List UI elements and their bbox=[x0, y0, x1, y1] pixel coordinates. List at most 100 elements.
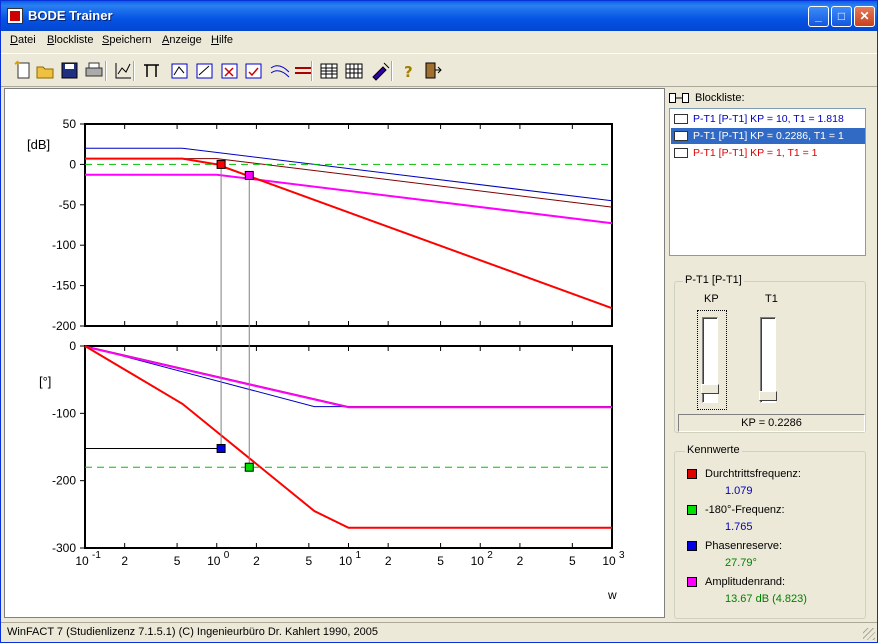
new-icon[interactable] bbox=[13, 60, 35, 82]
t1-slider-thumb[interactable] bbox=[759, 391, 777, 401]
x-tick-label: 2 bbox=[253, 554, 260, 568]
asymptote-icon[interactable] bbox=[269, 60, 291, 82]
x-tick-exponent: 1 bbox=[356, 550, 362, 561]
kennwert-label: -180°-Frequenz: bbox=[705, 504, 785, 516]
minimize-button[interactable]: _ bbox=[808, 6, 829, 27]
menu-blockliste[interactable]: Blockliste bbox=[47, 34, 94, 46]
bode-plot-area[interactable]: 50 0 -50 -100 -150 -200 [dB] 0 -100 -200 -300 [°] 10… bbox=[4, 88, 665, 618]
y-tick-label: -150 bbox=[52, 279, 76, 293]
y-tick-label: -100 bbox=[52, 238, 76, 252]
marker-point bbox=[216, 443, 226, 453]
menu-bar: Datei Blockliste Speichern Anzeige Hilfe bbox=[1, 31, 877, 51]
kp-slider[interactable] bbox=[702, 317, 718, 403]
right-pane: Blockliste: P-T1 [P-T1] KP = 10, T1 = 1.… bbox=[667, 88, 877, 621]
status-text: WinFACT 7 (Studienlizenz 7.1.5.1) (C) In… bbox=[7, 626, 378, 638]
kennwerte-group bbox=[674, 451, 866, 619]
marker-point bbox=[244, 170, 254, 180]
pt1-block-icon bbox=[674, 131, 688, 141]
toolbar-separator bbox=[311, 61, 313, 81]
x-tick-exponent: -1 bbox=[92, 550, 101, 561]
x-tick-label: 10 bbox=[339, 554, 353, 568]
menu-anzeige[interactable]: Anzeige bbox=[162, 34, 202, 46]
grid-icon[interactable] bbox=[343, 60, 365, 82]
y-tick-label: -50 bbox=[59, 198, 77, 212]
save-icon[interactable] bbox=[59, 60, 81, 82]
block-check-icon[interactable] bbox=[243, 60, 265, 82]
title-bar[interactable]: BODE Trainer _ □ ✕ bbox=[1, 1, 877, 31]
y-tick-label: -300 bbox=[52, 541, 76, 555]
blocklist-item-label: P-T1 [P-T1] KP = 10, T1 = 1.818 bbox=[693, 113, 844, 125]
menu-speichern[interactable]: Speichern bbox=[102, 34, 152, 46]
grid-fine-icon[interactable] bbox=[318, 60, 340, 82]
status-bar: WinFACT 7 (Studienlizenz 7.1.5.1) (C) In… bbox=[1, 622, 877, 642]
kp-slider-focus bbox=[697, 310, 727, 410]
y-axis-label: [°] bbox=[39, 374, 51, 389]
close-button[interactable]: ✕ bbox=[854, 6, 875, 27]
open-icon[interactable] bbox=[35, 60, 57, 82]
x-tick-label: 5 bbox=[174, 554, 181, 568]
kennwert-label: Durchtrittsfrequenz: bbox=[705, 468, 801, 480]
plot-frame bbox=[84, 123, 613, 327]
resize-grip[interactable] bbox=[863, 628, 875, 640]
kennwert-value: 1.079 bbox=[725, 485, 753, 497]
maximize-button[interactable]: □ bbox=[831, 6, 852, 27]
x-tick-label: 10 bbox=[207, 554, 221, 568]
x-tick-label: 10 bbox=[471, 554, 485, 568]
kennwert-label: Phasenreserve: bbox=[705, 540, 783, 552]
y-tick-label: 50 bbox=[63, 117, 77, 131]
blocklist-item-label: P-T1 [P-T1] KP = 1, T1 = 1 bbox=[693, 147, 818, 159]
print-icon[interactable] bbox=[83, 60, 105, 82]
menu-datei[interactable]: Datei bbox=[10, 34, 36, 46]
y-tick-label: -200 bbox=[52, 319, 76, 333]
x-axis-label: w bbox=[607, 588, 617, 602]
app-icon bbox=[7, 8, 23, 24]
t1-slider[interactable] bbox=[760, 317, 776, 403]
chart-edit-icon[interactable] bbox=[113, 60, 135, 82]
blocklist-item-label: P-T1 [P-T1] KP = 0.2286, T1 = 1 bbox=[693, 130, 844, 142]
y-tick-label: 0 bbox=[69, 157, 76, 171]
kp-label: KP bbox=[704, 293, 719, 305]
pt1-block-icon bbox=[674, 114, 688, 124]
params-group-title: P-T1 [P-T1] bbox=[683, 274, 744, 286]
block-delete-icon[interactable] bbox=[219, 60, 241, 82]
split-icon[interactable] bbox=[141, 60, 163, 82]
kennwert-value: 1.765 bbox=[725, 521, 753, 533]
kennwert-value: 13.67 dB (4.823) bbox=[725, 593, 807, 605]
series-line bbox=[84, 345, 612, 529]
series-line bbox=[85, 157, 613, 310]
block-add-icon[interactable] bbox=[169, 60, 191, 82]
x-tick-exponent: 3 bbox=[619, 550, 625, 561]
y-tick-label: 0 bbox=[69, 339, 76, 353]
color-swatch bbox=[687, 469, 697, 479]
marker-point bbox=[244, 462, 254, 472]
kp-slider-thumb[interactable] bbox=[701, 384, 719, 395]
toolbar: ? bbox=[1, 53, 877, 87]
menu-hilfe[interactable]: Hilfe bbox=[211, 34, 234, 46]
marker-icon[interactable] bbox=[370, 60, 392, 82]
color-swatch bbox=[687, 505, 697, 515]
blocklist[interactable]: P-T1 [P-T1] KP = 10, T1 = 1.818 P-T1 [P-… bbox=[669, 108, 866, 256]
color-swatch bbox=[687, 577, 697, 587]
help-icon[interactable]: ? bbox=[398, 60, 420, 82]
bode-plot-svg: 500-50-100-150-200[dB]0-100-200-300[°]10… bbox=[27, 117, 625, 602]
toolbar-separator bbox=[105, 61, 107, 81]
kp-readout: KP = 0.2286 bbox=[678, 414, 865, 432]
x-tick-label: 2 bbox=[517, 554, 524, 568]
x-tick-label: 10 bbox=[75, 554, 89, 568]
x-tick-label: 5 bbox=[569, 554, 576, 568]
x-tick-exponent: 2 bbox=[487, 550, 493, 561]
kennwert-label: Amplitudenrand: bbox=[705, 576, 786, 588]
exit-icon[interactable] bbox=[422, 60, 444, 82]
block-edit-icon[interactable] bbox=[194, 60, 216, 82]
lines-icon[interactable] bbox=[292, 60, 314, 82]
color-swatch bbox=[687, 541, 697, 551]
blocklist-icon bbox=[669, 93, 689, 104]
blocklist-item[interactable]: P-T1 [P-T1] KP = 1, T1 = 1 bbox=[671, 145, 865, 161]
series-line bbox=[85, 147, 613, 202]
blocklist-item-selected[interactable]: P-T1 [P-T1] KP = 0.2286, T1 = 1 bbox=[671, 128, 865, 144]
pt1-block-icon bbox=[674, 148, 688, 158]
blocklist-title: Blockliste: bbox=[695, 92, 745, 104]
blocklist-item[interactable]: P-T1 [P-T1] KP = 10, T1 = 1.818 bbox=[671, 111, 865, 127]
toolbar-separator bbox=[133, 61, 135, 81]
